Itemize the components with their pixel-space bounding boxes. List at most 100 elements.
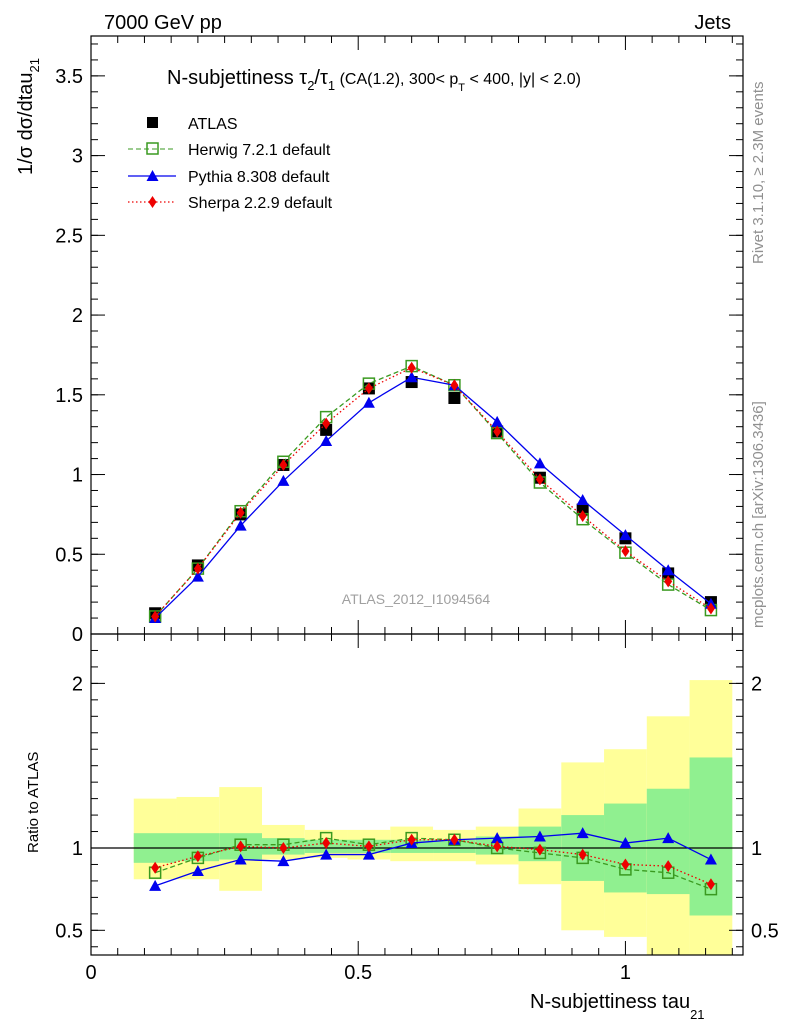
sherpa-point <box>279 458 288 471</box>
mcplots-label: mcplots.cern.ch [arXiv:1306.3436] <box>750 401 767 628</box>
atlas-point <box>320 423 333 436</box>
pythia-point <box>405 371 418 383</box>
main-y-tick-label: 2.5 <box>55 225 83 247</box>
plot-title: N-subjettiness τ2/τ1 (CA(1.2), 300< pT <… <box>167 67 581 94</box>
pythia-point <box>362 396 375 408</box>
sherpa-point <box>364 840 373 853</box>
band-inner-bin <box>689 757 733 916</box>
legend-herwig-label: Herwig 7.2.1 default <box>188 142 331 159</box>
sherpa-point <box>664 575 673 588</box>
ratio-uncertainty-bands <box>133 680 733 955</box>
ratio-y-tick-label: 1 <box>72 838 83 860</box>
sherpa-point <box>535 473 544 486</box>
ratio-series-sherpa <box>151 833 715 891</box>
pythia-point <box>191 570 204 582</box>
ratio-pythia-line <box>154 832 712 887</box>
pythia-point <box>576 494 589 506</box>
sherpa-point <box>151 861 160 874</box>
x-tick-label: 0.5 <box>344 962 372 984</box>
sherpa-point <box>493 840 502 853</box>
sherpa-point <box>236 840 245 853</box>
atlas-point <box>448 391 461 404</box>
legend-sherpa-label: Sherpa 2.2.9 default <box>188 195 333 212</box>
legend-atlas-label: ATLAS <box>188 116 238 133</box>
sherpa-point <box>151 610 160 623</box>
sherpa-point <box>236 506 245 519</box>
atlas-point <box>576 503 589 516</box>
rivet-label: Rivet 3.1.10, ≥ 2.3M events <box>750 82 767 265</box>
main-series-pythia <box>149 371 717 624</box>
pythia-point <box>277 855 290 867</box>
main-y-tick-label: 0 <box>72 624 83 646</box>
main-y-tick-label: 2 <box>72 305 83 327</box>
ratio-y-tick-label: 2 <box>72 673 83 695</box>
ratio-sherpa-line <box>154 839 712 885</box>
main-y-tick-label: 1 <box>72 465 83 487</box>
ratio-y-tick-label-right: 1 <box>751 838 762 860</box>
main-pythia-line <box>154 376 712 619</box>
pythia-point <box>704 853 717 865</box>
series-layer <box>148 359 718 896</box>
main-series-atlas <box>149 376 717 620</box>
sherpa-point <box>193 562 202 575</box>
pythia-point <box>619 837 632 849</box>
main-y-tick-label: 1.5 <box>55 385 83 407</box>
sherpa-point <box>279 842 288 854</box>
pythia-point <box>576 827 589 839</box>
sherpa-point <box>364 382 373 395</box>
pythia-point <box>149 879 162 891</box>
pythia-point <box>234 519 247 531</box>
pythia-point <box>234 853 247 865</box>
pythia-point <box>277 474 290 486</box>
sherpa-point <box>407 833 416 846</box>
pythia-point <box>533 457 546 469</box>
legend-sherpa-marker <box>148 196 157 208</box>
sherpa-point <box>407 361 416 374</box>
band-inner-bin <box>433 839 476 853</box>
sherpa-point <box>621 858 630 871</box>
sherpa-point <box>322 417 331 430</box>
axes-layer: 00.511.522.533.50 0.5 10.5 0.51 12 2 <box>55 35 779 984</box>
ratio-y-tick-label: 0.5 <box>55 920 83 942</box>
sherpa-point <box>322 837 331 850</box>
legend-pythia-label: Pythia 8.308 default <box>188 169 330 186</box>
main-sherpa-line <box>154 366 712 617</box>
sherpa-point <box>450 833 459 846</box>
pythia-point <box>191 865 204 877</box>
pythia-point <box>491 832 504 844</box>
pythia-point <box>619 529 632 541</box>
sherpa-point <box>578 509 587 522</box>
legend-pythia-marker <box>146 170 159 181</box>
energy-label: 7000 GeV pp <box>104 12 222 34</box>
sherpa-point <box>493 425 502 438</box>
main-y-tick-label: 3.5 <box>55 66 83 88</box>
ratio-y-tick-label-right: 2 <box>751 673 762 695</box>
pythia-point <box>320 848 333 860</box>
ratio-series-pythia <box>149 827 717 891</box>
ratio-y-tick-label-right: 0.5 <box>751 920 779 942</box>
main-series-sherpa <box>151 361 715 623</box>
main-y-tick-label: 0.5 <box>55 544 83 566</box>
pythia-point <box>320 435 333 447</box>
main-series-herwig <box>148 359 718 623</box>
ratio-herwig-line <box>154 837 712 890</box>
pythia-point <box>662 564 675 576</box>
x-axis-title: N-subjettiness tau21 <box>530 991 705 1022</box>
legend-herwig-marker <box>146 142 159 155</box>
sherpa-point <box>450 379 459 392</box>
x-tick-label: 1 <box>620 962 631 984</box>
pythia-point <box>662 832 675 844</box>
sherpa-point <box>706 602 715 615</box>
main-y-tick-label: 3 <box>72 146 83 168</box>
ratio-panel-frame <box>90 633 744 956</box>
y-axis-title-main: 1/σ dσ/dtau21 <box>15 58 42 175</box>
pythia-point <box>362 848 375 860</box>
legend-atlas-marker <box>147 117 158 128</box>
pythia-point <box>533 830 546 842</box>
category-label: Jets <box>694 12 731 34</box>
sherpa-point <box>535 843 544 856</box>
sherpa-point <box>664 860 673 873</box>
pythia-point <box>491 415 504 427</box>
sherpa-point <box>193 850 202 863</box>
